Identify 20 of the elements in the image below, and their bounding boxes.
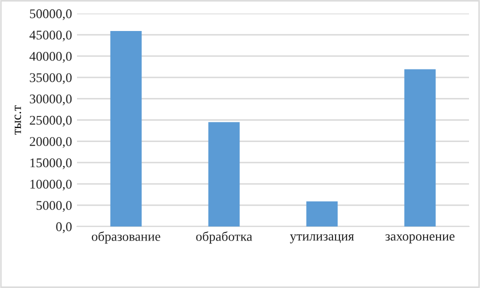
y-tick-label: 30000,0 [30, 94, 72, 106]
x-tick-label: образование [92, 231, 160, 244]
x-tick-label: обработка [196, 231, 252, 244]
y-tick-label: 45000,0 [30, 30, 72, 42]
y-tick-label: 15000,0 [30, 158, 72, 170]
bar [208, 122, 240, 226]
y-tick-label: 0,0 [56, 222, 72, 234]
x-tick-label: утилизация [290, 234, 354, 244]
y-tick-label: 50000,0 [30, 9, 72, 20]
y-tick-label: 40000,0 [30, 52, 72, 63]
y-tick-label: 35000,0 [30, 73, 72, 84]
y-tick-label: 25000,0 [30, 116, 72, 127]
x-tick-label: захоронение [385, 234, 454, 244]
y-tick-label: 20000,0 [30, 137, 72, 148]
bar [306, 201, 338, 226]
y-axis-title: тыс.т [14, 105, 22, 135]
y-tick-label: 5000,0 [36, 201, 72, 212]
y-tick-label: 10000,0 [30, 180, 72, 191]
bar [110, 30, 142, 226]
bar [404, 69, 436, 226]
